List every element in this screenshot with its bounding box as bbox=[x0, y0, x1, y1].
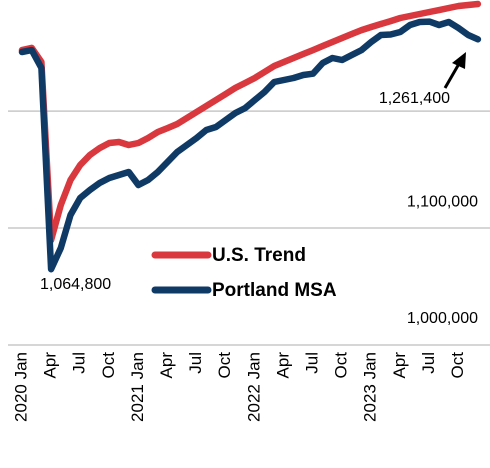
x-tick-label: Apr bbox=[273, 352, 292, 379]
series-line bbox=[18, 18, 482, 273]
x-tick-label: 2021 Jan bbox=[128, 352, 147, 422]
x-tick-label: Jul bbox=[186, 352, 205, 374]
x-tick-label: Jul bbox=[302, 352, 321, 374]
y-tick-label: 1,000,000 bbox=[407, 310, 478, 327]
x-tick-label: Oct bbox=[332, 352, 351, 379]
x-tick-label: Apr bbox=[41, 352, 60, 379]
y-tick-label: 1,100,000 bbox=[407, 193, 478, 210]
x-tick-label: 2023 Jan bbox=[361, 352, 380, 422]
x-tick-label: Oct bbox=[99, 352, 118, 379]
x-tick-label: 2022 Jan bbox=[244, 352, 263, 422]
annotation-arrow bbox=[443, 61, 462, 89]
annotation-arrowhead bbox=[452, 52, 466, 69]
annotation: 1,064,800 bbox=[40, 276, 111, 293]
x-tick-label: Oct bbox=[448, 352, 467, 379]
x-tick-label: Jul bbox=[70, 352, 89, 374]
annotation: 1,261,400 bbox=[379, 90, 450, 107]
x-tick-label: 2020 Jan bbox=[11, 352, 30, 422]
legend-label: U.S. Trend bbox=[212, 245, 306, 266]
x-tick-label: Jul bbox=[419, 352, 438, 374]
x-tick-label: Oct bbox=[215, 352, 234, 379]
x-tick-label: Apr bbox=[157, 352, 176, 379]
grid bbox=[8, 110, 490, 346]
legend-label: Portland MSA bbox=[212, 280, 337, 301]
x-tick-label: Apr bbox=[390, 352, 409, 379]
series-line bbox=[18, 0, 482, 244]
